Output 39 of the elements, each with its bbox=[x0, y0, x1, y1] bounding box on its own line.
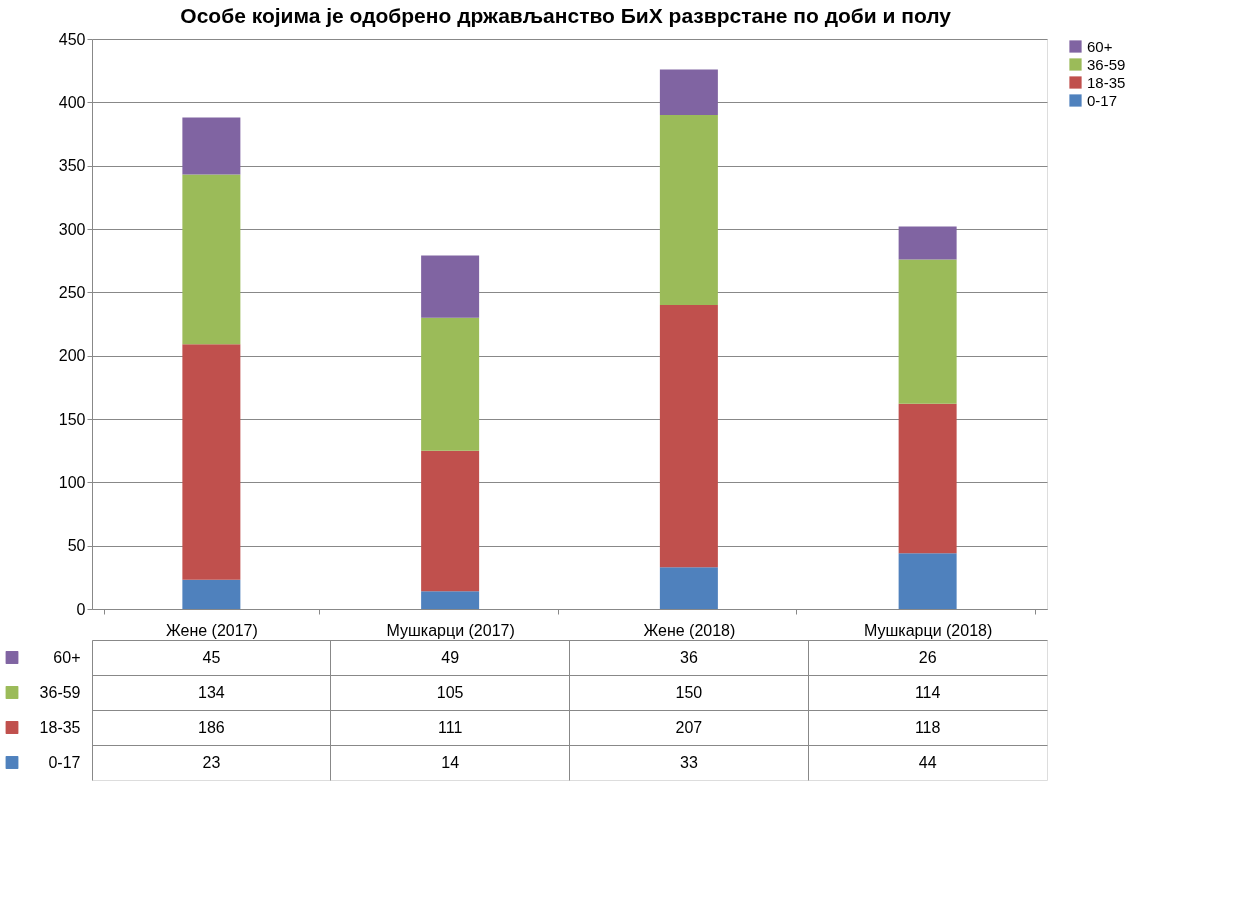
y-tick-label: 150 bbox=[58, 410, 86, 428]
text: 0-17 bbox=[1087, 91, 1118, 109]
y-tick-label: 400 bbox=[58, 93, 86, 111]
data-label: 150 bbox=[675, 683, 703, 701]
y-tick-label: 300 bbox=[58, 220, 86, 238]
text: 36-59 bbox=[39, 683, 81, 701]
data-label: 105 bbox=[436, 683, 464, 701]
legend-label: 60+ bbox=[1087, 37, 1113, 55]
y-tick-label: 450 bbox=[58, 30, 86, 48]
x-tick-label: Жене (2017) bbox=[165, 621, 258, 639]
legend-label: 0-17 bbox=[48, 753, 81, 771]
x-tick-label: Мушкарци (2018) bbox=[863, 621, 993, 639]
y-tick-label: 200 bbox=[58, 347, 86, 365]
data-label: 134 bbox=[198, 683, 225, 701]
data-label: 44 bbox=[918, 753, 937, 771]
x-tick-label: Мушкарци (2017) bbox=[386, 621, 515, 639]
data-label: 45 bbox=[202, 648, 221, 666]
y-tick-label: 50 bbox=[67, 537, 86, 555]
legend-label: 18-35 bbox=[39, 718, 81, 736]
y-tick-label: 250 bbox=[58, 283, 86, 301]
data-label: 26 bbox=[918, 648, 937, 666]
y-tick-label: 0 bbox=[76, 600, 86, 618]
text: 18-35 bbox=[1087, 73, 1126, 91]
data-label: 114 bbox=[914, 683, 941, 701]
data-label: 14 bbox=[441, 753, 460, 771]
data-label: 186 bbox=[198, 718, 225, 736]
data-label: 111 bbox=[437, 718, 463, 736]
text: 60+ bbox=[53, 648, 81, 666]
y-tick-label: 350 bbox=[58, 157, 86, 175]
y-tick-label: 100 bbox=[58, 473, 86, 491]
legend-label: 36-59 bbox=[1087, 55, 1126, 73]
data-label: 49 bbox=[441, 648, 460, 666]
data-label: 23 bbox=[202, 753, 221, 771]
x-tick-label: Жене (2018) bbox=[643, 621, 736, 639]
data-label: 33 bbox=[679, 753, 698, 771]
chart-title: Особе којима је одобрено држављанство БиХ разврстане по доби и полу bbox=[180, 3, 952, 27]
data-label: 36 bbox=[679, 648, 698, 666]
data-label: 207 bbox=[675, 718, 703, 736]
data-label: 118 bbox=[914, 718, 941, 736]
